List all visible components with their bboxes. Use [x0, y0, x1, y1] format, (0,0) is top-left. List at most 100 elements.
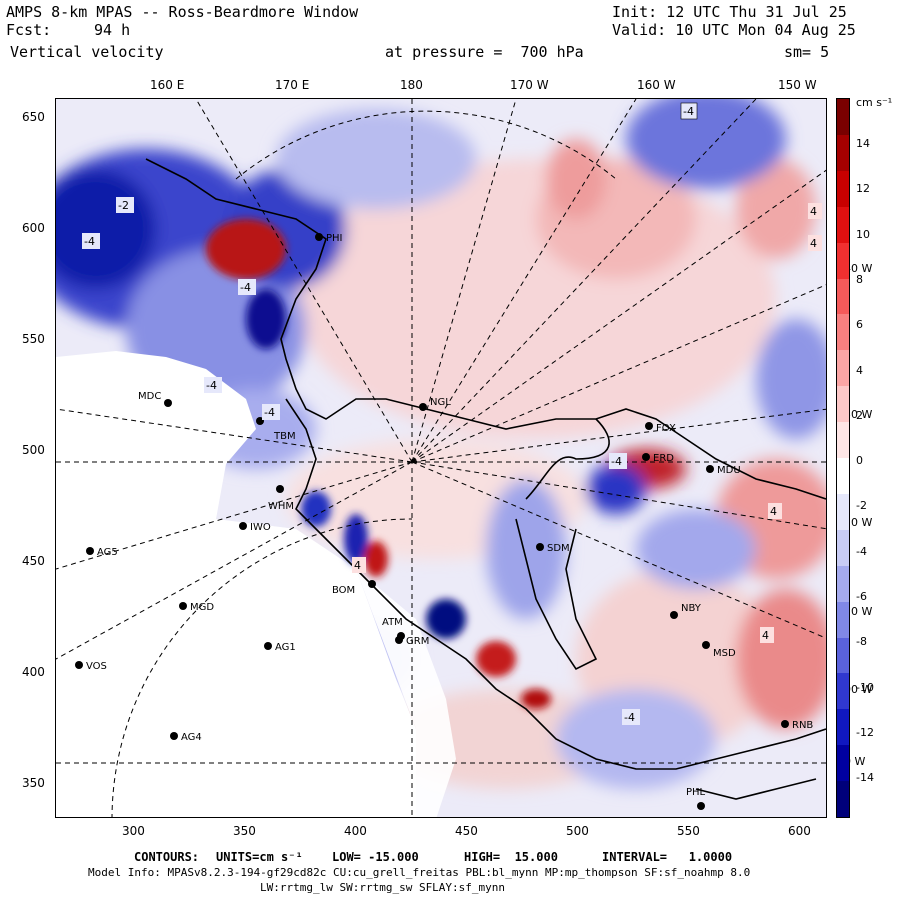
- y-tick-label: 500: [22, 443, 45, 457]
- lon-label: 170 W: [510, 78, 549, 92]
- station-label: ATM: [382, 617, 403, 628]
- x-tick-label: 300: [122, 824, 145, 838]
- colorbar-label: -10: [856, 680, 874, 694]
- contour-label: -4: [206, 379, 217, 392]
- contours-interval: INTERVAL= 1.0000: [602, 850, 733, 864]
- colorbar-segment: [837, 134, 849, 172]
- colorbar-label: -2: [856, 499, 867, 513]
- lon-label: 150 W: [778, 78, 817, 92]
- y-tick-label: 650: [22, 110, 45, 124]
- station-label: AG5: [97, 547, 118, 558]
- colorbar-segment: [837, 565, 849, 603]
- colorbar-segment: [837, 206, 849, 244]
- colorbar-segment: [837, 386, 849, 423]
- colorbar-segment: [837, 350, 849, 387]
- colorbar-segment: [837, 99, 849, 136]
- colorbar-segment: [837, 637, 849, 674]
- forecast-label: Fcst:: [6, 21, 52, 39]
- variable-name: Vertical velocity: [10, 43, 164, 61]
- station-label: MDU: [717, 465, 741, 476]
- station-label: VOS: [86, 661, 107, 672]
- station-label: MSD: [713, 648, 736, 659]
- colorbar-segment: [837, 709, 849, 746]
- colorbar-label: 14: [856, 137, 870, 150]
- x-tick-label: 400: [344, 824, 367, 838]
- x-tick-label: 450: [455, 824, 478, 838]
- colorbar-label: -8: [856, 635, 867, 649]
- contour-label: -4: [240, 281, 251, 294]
- init-time: Init: 12 UTC Thu 31 Jul 25: [612, 3, 847, 21]
- contour-label: 4: [770, 505, 777, 518]
- map-title: AMPS 8-km MPAS -- Ross-Beardmore Window: [6, 3, 359, 21]
- colorbar-label: 0: [856, 454, 863, 468]
- colorbar-label: 12: [856, 182, 870, 196]
- station-label: NBY: [681, 603, 702, 614]
- lon-label: 180: [400, 78, 423, 92]
- colorbar-segment: [837, 601, 849, 638]
- contour-label: -4: [264, 406, 275, 419]
- station-label: FOX: [656, 423, 676, 434]
- station-label: MDC: [138, 391, 161, 402]
- colorbar-units: cm s⁻¹: [856, 96, 893, 109]
- contour-label: 4: [762, 629, 769, 642]
- station-markers: [75, 233, 789, 810]
- lon-label: 160 E: [150, 78, 185, 92]
- station-label: PHI: [326, 233, 343, 244]
- colorbar-segment: [837, 422, 849, 459]
- colorbar-label: -12: [856, 725, 874, 739]
- y-tick-label: 350: [22, 776, 45, 790]
- no-data-region: [56, 351, 416, 817]
- station-label: AG4: [181, 732, 202, 743]
- contour-labels: -4 -2 -4 -4 -4 4 4 4 -4 -4 4 4 -4: [82, 102, 822, 725]
- station-label: BOM: [332, 585, 355, 596]
- contours-units: UNITS=cm s⁻¹: [216, 850, 303, 864]
- color-scale-bar: [836, 98, 850, 818]
- station-label: GRM: [406, 636, 429, 647]
- contours-label: CONTOURS:: [134, 850, 200, 864]
- station-labels: MDC NGL FOX ERD MDU WHM IWO AG5 BOM MGD …: [86, 233, 813, 798]
- y-tick-label: 400: [22, 665, 45, 679]
- mountain-signal: [206, 219, 551, 709]
- graticule: [56, 99, 826, 817]
- colorbar-label: 8: [856, 272, 863, 286]
- contour-label: 4: [810, 205, 817, 218]
- y-tick-label: 550: [22, 332, 45, 346]
- x-tick-label: 550: [677, 824, 700, 838]
- colorbar-segment: [837, 673, 849, 710]
- coastline: [145, 158, 826, 800]
- lon-label: 170 E: [275, 78, 310, 92]
- colorbar-segment: [837, 458, 849, 495]
- colorbar-label: 10: [856, 227, 870, 241]
- colorbar-label: 2: [856, 408, 863, 422]
- forecast-hour: 94 h: [94, 21, 131, 39]
- colorbar-segment: [837, 493, 849, 531]
- station-label: SDM: [547, 543, 570, 554]
- station-label: RNB: [792, 720, 813, 731]
- pressure-level: at pressure = 700 hPa: [385, 43, 584, 61]
- vertical-velocity-map[interactable]: MDC NGL FOX ERD MDU WHM IWO AG5 BOM MGD …: [55, 98, 827, 818]
- colorbar-segment: [837, 242, 849, 279]
- contour-label: -2: [118, 199, 129, 212]
- x-tick-label: 600: [788, 824, 811, 838]
- colorbar-label: -14: [856, 771, 874, 785]
- station-label: IWO: [250, 522, 271, 533]
- colorbar-label: -4: [856, 544, 867, 558]
- lon-label: 160 W: [637, 78, 676, 92]
- station-label: WHM: [268, 501, 294, 512]
- colorbar-segment: [837, 314, 849, 351]
- colorbar-segment: [837, 529, 849, 567]
- valid-time: Valid: 10 UTC Mon 04 Aug 25: [612, 21, 856, 39]
- y-tick-label: 450: [22, 554, 45, 568]
- station-label: AG1: [275, 642, 296, 653]
- station-label: TBM: [273, 431, 296, 442]
- smoothing: sm= 5: [784, 43, 830, 61]
- contours-high: HIGH= 15.000: [464, 850, 558, 864]
- y-tick-label: 600: [22, 221, 45, 235]
- contour-label: -4: [611, 455, 622, 468]
- station-label: MGD: [190, 602, 214, 613]
- colorbar-segment: [837, 781, 849, 818]
- contour-label: 4: [810, 237, 817, 250]
- station-label: ERD: [653, 453, 674, 464]
- colorbar-label: 6: [856, 318, 863, 332]
- colorbar-label: -6: [856, 590, 867, 603]
